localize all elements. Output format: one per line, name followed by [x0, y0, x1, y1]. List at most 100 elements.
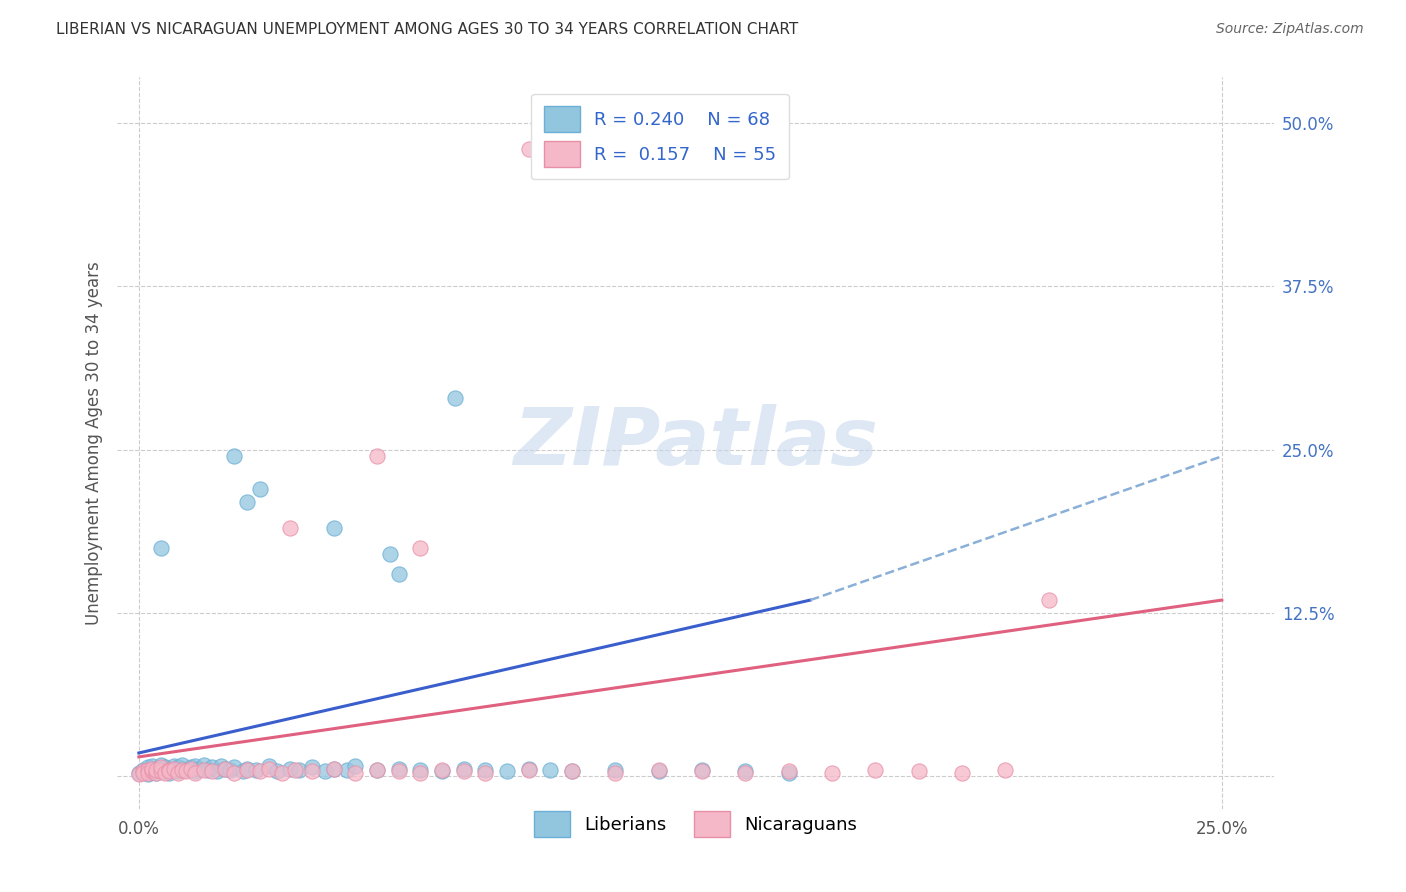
Point: [561, 764, 583, 779]
Point: [453, 764, 475, 779]
Point: [162, 763, 184, 777]
Point: [409, 763, 432, 777]
Point: [149, 760, 172, 774]
Point: [166, 764, 188, 779]
Point: [218, 763, 240, 777]
Point: [288, 763, 311, 777]
Point: [1038, 593, 1060, 607]
Point: [162, 762, 184, 776]
Point: [128, 765, 150, 780]
Point: [224, 760, 246, 774]
Point: [865, 763, 887, 777]
Point: [149, 541, 172, 555]
Point: [184, 765, 207, 780]
Point: [176, 763, 198, 777]
Point: [132, 765, 155, 780]
Point: [322, 762, 344, 776]
Point: [153, 760, 176, 774]
Point: [141, 762, 163, 776]
Point: [141, 764, 163, 779]
Text: Source: ZipAtlas.com: Source: ZipAtlas.com: [1216, 22, 1364, 37]
Point: [184, 764, 207, 779]
Point: [180, 760, 202, 774]
Point: [314, 764, 336, 779]
Point: [193, 763, 215, 777]
Point: [430, 764, 453, 779]
Point: [149, 757, 172, 772]
Point: [690, 764, 713, 779]
Point: [132, 764, 155, 779]
Point: [517, 762, 540, 776]
Point: [180, 762, 202, 776]
Point: [605, 765, 627, 780]
Point: [734, 765, 756, 780]
Point: [157, 763, 180, 777]
Point: [145, 765, 167, 780]
Point: [474, 763, 496, 777]
Point: [157, 762, 180, 776]
Point: [366, 763, 388, 777]
Point: [336, 763, 359, 777]
Point: [214, 762, 236, 776]
Point: [734, 764, 756, 779]
Point: [236, 495, 259, 509]
Point: [136, 765, 159, 780]
Point: [778, 765, 800, 780]
Point: [301, 764, 323, 779]
Point: [162, 759, 184, 773]
Point: [474, 765, 496, 780]
Point: [322, 762, 344, 776]
Point: [145, 762, 167, 776]
Point: [690, 763, 713, 777]
Point: [136, 760, 159, 774]
Point: [236, 763, 259, 777]
Point: [257, 762, 280, 776]
Point: [344, 765, 367, 780]
Point: [366, 763, 388, 777]
Point: [157, 764, 180, 779]
Point: [172, 757, 194, 772]
Point: [388, 764, 411, 779]
Point: [950, 765, 973, 780]
Point: [444, 391, 467, 405]
Point: [157, 765, 180, 780]
Point: [647, 763, 669, 777]
Point: [605, 763, 627, 777]
Point: [145, 763, 167, 777]
Point: [907, 764, 929, 779]
Point: [166, 765, 188, 780]
Point: [496, 764, 519, 779]
Point: [149, 764, 172, 779]
Point: [141, 764, 163, 779]
Text: LIBERIAN VS NICARAGUAN UNEMPLOYMENT AMONG AGES 30 TO 34 YEARS CORRELATION CHART: LIBERIAN VS NICARAGUAN UNEMPLOYMENT AMON…: [56, 22, 799, 37]
Point: [236, 762, 259, 776]
Point: [153, 764, 176, 779]
Point: [201, 760, 224, 774]
Point: [778, 764, 800, 779]
Point: [224, 450, 246, 464]
Point: [821, 765, 844, 780]
Point: [176, 764, 198, 779]
Point: [388, 566, 411, 581]
Point: [209, 759, 232, 773]
Point: [153, 765, 176, 780]
Point: [301, 760, 323, 774]
Point: [366, 450, 388, 464]
Point: [136, 767, 159, 781]
Text: ZIPatlas: ZIPatlas: [513, 404, 877, 483]
Point: [184, 759, 207, 773]
Point: [266, 764, 288, 779]
Point: [232, 764, 254, 779]
Point: [270, 765, 292, 780]
Point: [172, 763, 194, 777]
Point: [280, 521, 302, 535]
Y-axis label: Unemployment Among Ages 30 to 34 years: Unemployment Among Ages 30 to 34 years: [86, 261, 103, 625]
Point: [430, 763, 453, 777]
Point: [172, 762, 194, 776]
Point: [149, 763, 172, 777]
Point: [453, 762, 475, 776]
Point: [561, 764, 583, 779]
Point: [409, 541, 432, 555]
Point: [136, 763, 159, 777]
Point: [141, 759, 163, 773]
